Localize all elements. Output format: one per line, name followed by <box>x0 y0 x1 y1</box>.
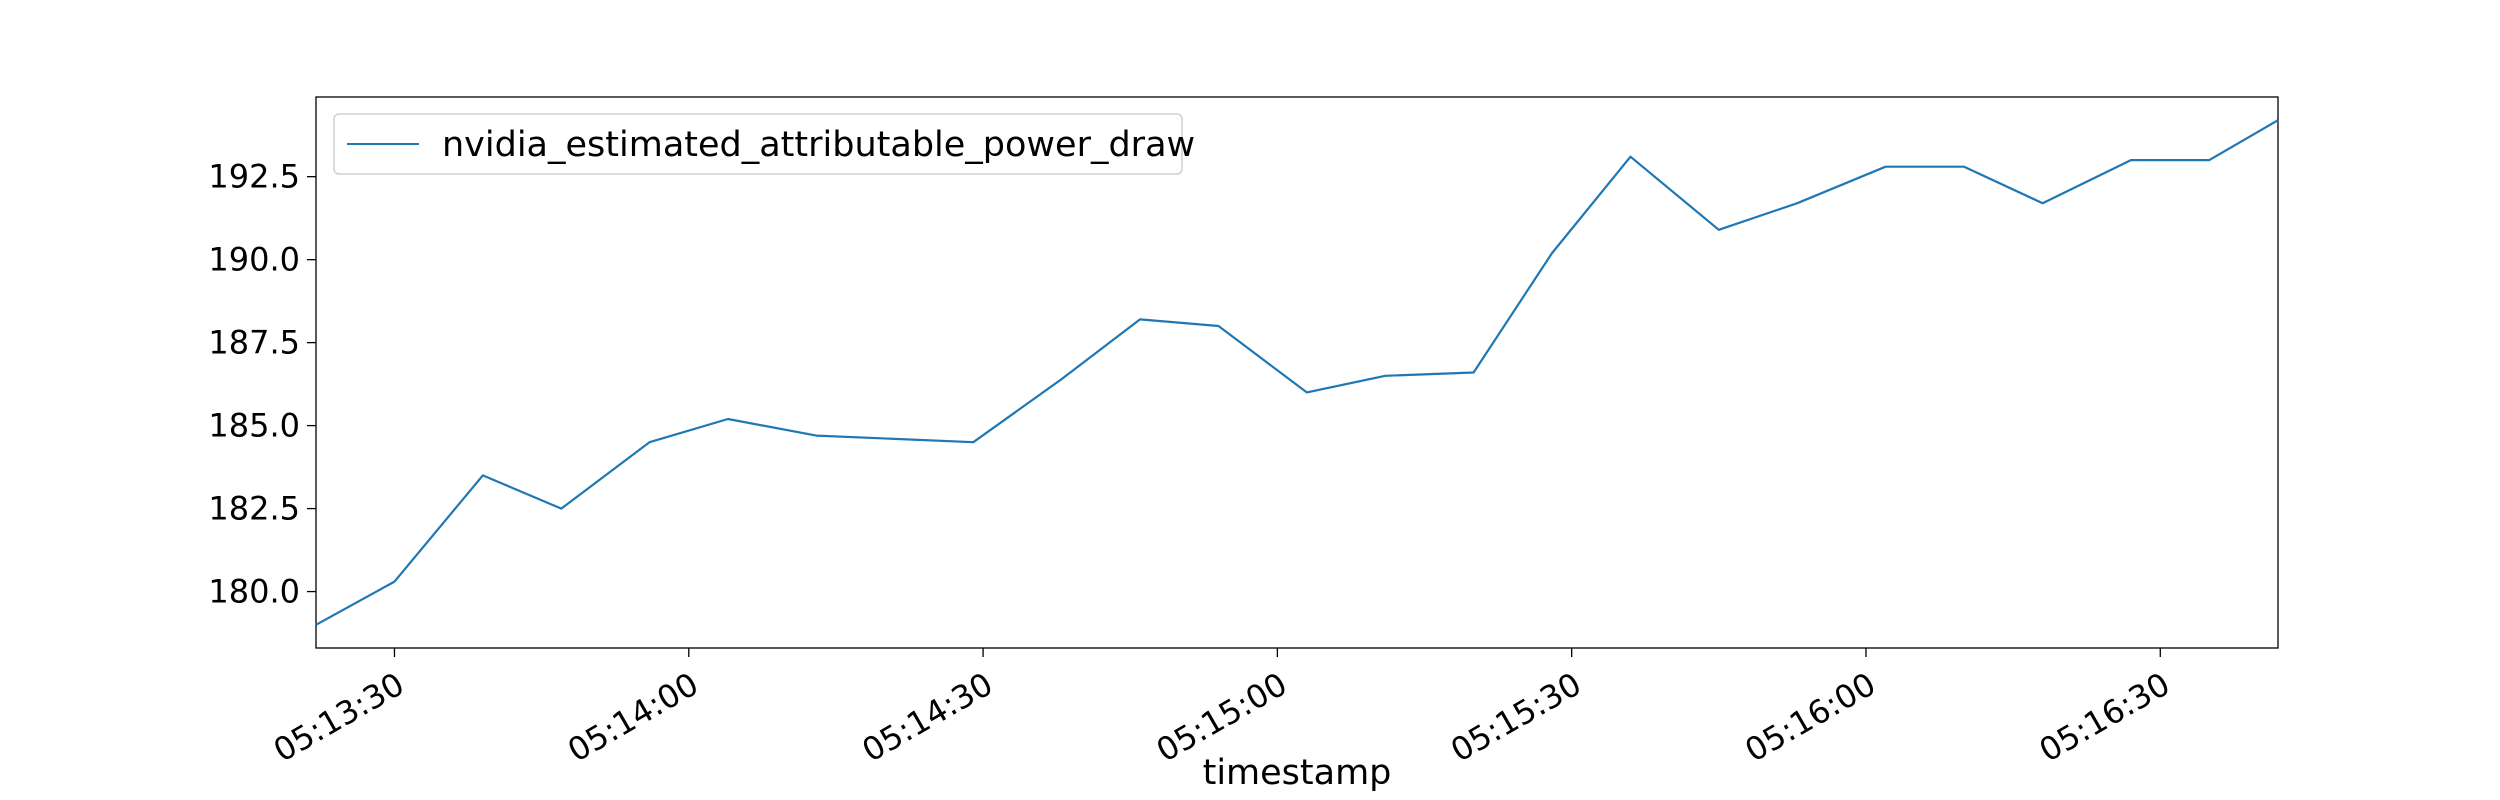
x-axis-label: timestamp <box>1203 753 1392 793</box>
x-tick-label: 05:15:30 <box>1444 665 1587 770</box>
y-tick-label: 192.5 <box>208 158 300 196</box>
series-line <box>315 119 2279 626</box>
y-tick-label: 187.5 <box>208 324 300 362</box>
x-tick-label: 05:14:00 <box>561 665 704 770</box>
x-tick-label: 05:16:30 <box>2033 665 2176 770</box>
plot-area <box>315 96 2279 649</box>
legend: nvidia_estimated_attributable_power_draw <box>333 113 1195 175</box>
legend-box <box>333 113 1183 175</box>
series-layer <box>315 119 2279 626</box>
legend-label: nvidia_estimated_attributable_power_draw <box>442 125 1195 165</box>
y-tick-label: 180.0 <box>208 573 300 611</box>
y-tick-label: 182.5 <box>208 490 300 528</box>
x-tick-label: 05:13:30 <box>267 665 410 770</box>
y-axis: 180.0 182.5 185.0 187.5 190.0 192.5 <box>208 158 316 611</box>
y-tick-label: 185.0 <box>208 407 300 445</box>
x-tick-label: 05:14:30 <box>856 665 999 770</box>
y-tick-label: 190.0 <box>208 241 300 279</box>
x-tick-label: 05:16:00 <box>1739 665 1882 770</box>
x-axis: 05:13:30 05:14:00 05:14:30 05:15:00 05:15:30… <box>267 648 2176 770</box>
